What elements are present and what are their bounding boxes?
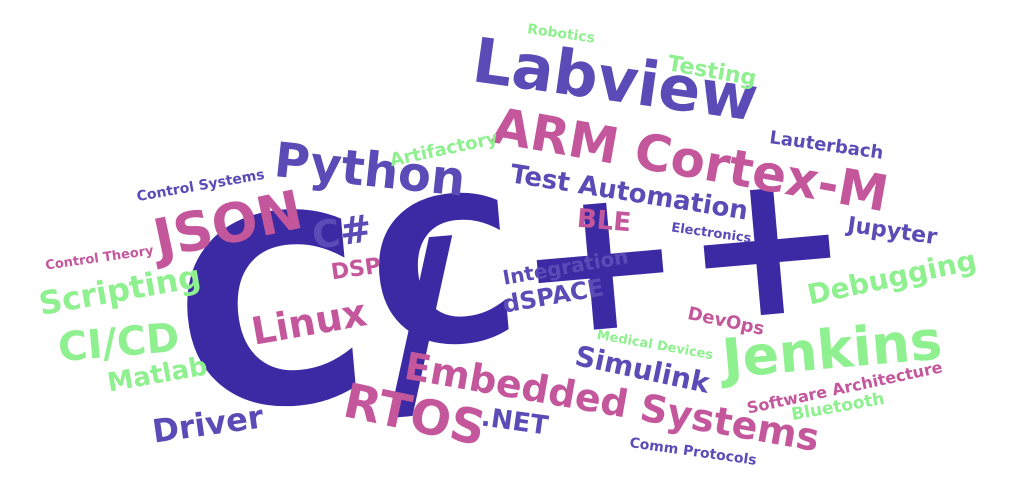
word-ble: BLE xyxy=(575,203,633,239)
word-jupyter: Jupyter xyxy=(845,212,939,251)
word-dotnet: .NET xyxy=(478,402,550,442)
word-csharp: C# xyxy=(309,206,375,258)
